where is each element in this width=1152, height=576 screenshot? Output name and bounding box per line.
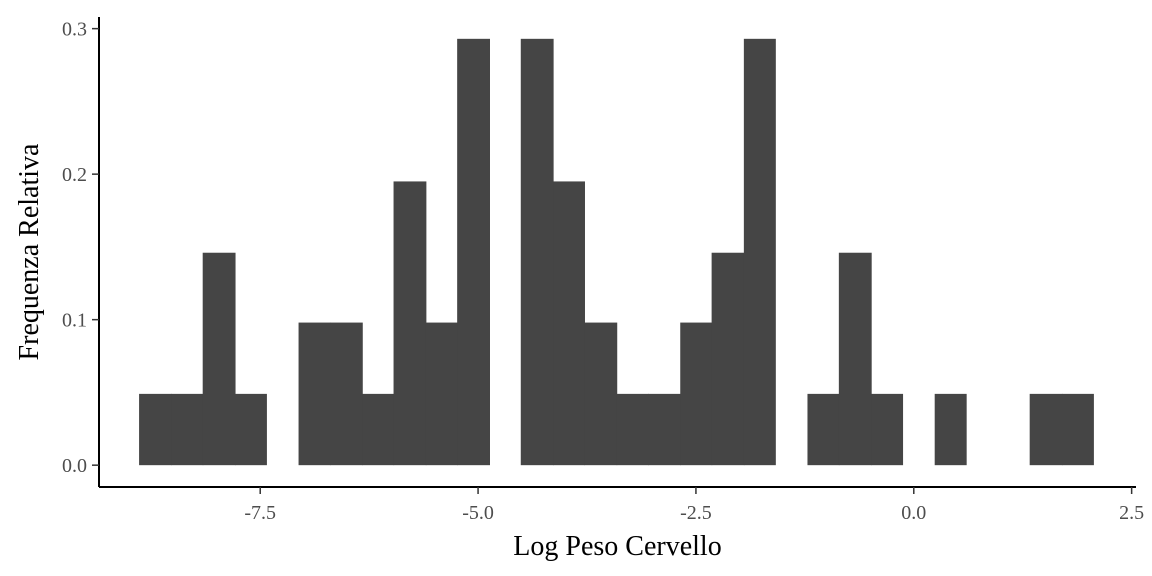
- histogram-bar-2: [202, 252, 236, 466]
- x-axis-ticks: -7.5 -5.0 -2.5 0.0 2.5: [244, 487, 1144, 524]
- histogram-bar-1: [171, 393, 204, 466]
- histogram-bar-9: [425, 322, 458, 466]
- histogram-bar-21: [807, 393, 840, 466]
- histogram-bar-14: [584, 322, 618, 466]
- x-tick-label: -7.5: [244, 502, 276, 524]
- histogram-bar-7: [362, 393, 395, 466]
- x-tick-label: -2.5: [680, 502, 712, 524]
- y-tick-label: 0.0: [62, 455, 87, 477]
- histogram-bar-29: [1061, 393, 1094, 466]
- histogram-bar-22: [838, 252, 872, 466]
- histogram-bar-5: [298, 322, 331, 466]
- x-tick-label: -5.0: [462, 502, 494, 524]
- histogram-bar-19: [743, 38, 776, 466]
- histogram-bars: [139, 38, 1094, 466]
- y-tick-label: 0.3: [62, 19, 87, 41]
- x-tick-label: 2.5: [1119, 502, 1144, 524]
- histogram-bar-23: [871, 393, 904, 466]
- histogram-bar-0: [139, 393, 172, 466]
- histogram-bar-16: [648, 393, 681, 466]
- histogram-bar-25: [934, 393, 967, 466]
- histogram-bar-3: [234, 393, 267, 466]
- histogram-bar-28: [1029, 393, 1063, 466]
- histogram-bar-10: [457, 38, 490, 466]
- x-axis-title: Log Peso Cervello: [513, 531, 721, 562]
- y-axis-ticks: 0.0 0.1 0.2 0.3: [62, 19, 99, 477]
- y-tick-label: 0.1: [62, 310, 87, 332]
- histogram-bar-17: [680, 322, 713, 466]
- histogram-bar-6: [329, 322, 363, 466]
- histogram-bar-15: [616, 393, 649, 466]
- y-tick-label: 0.2: [62, 164, 87, 186]
- histogram-bar-12: [520, 38, 554, 466]
- y-axis-title: Frequenza Relativa: [14, 143, 45, 360]
- histogram-bar-13: [553, 181, 585, 466]
- histogram-bar-8: [393, 181, 427, 466]
- x-tick-label: 0.0: [901, 502, 926, 524]
- histogram-bar-18: [711, 252, 745, 466]
